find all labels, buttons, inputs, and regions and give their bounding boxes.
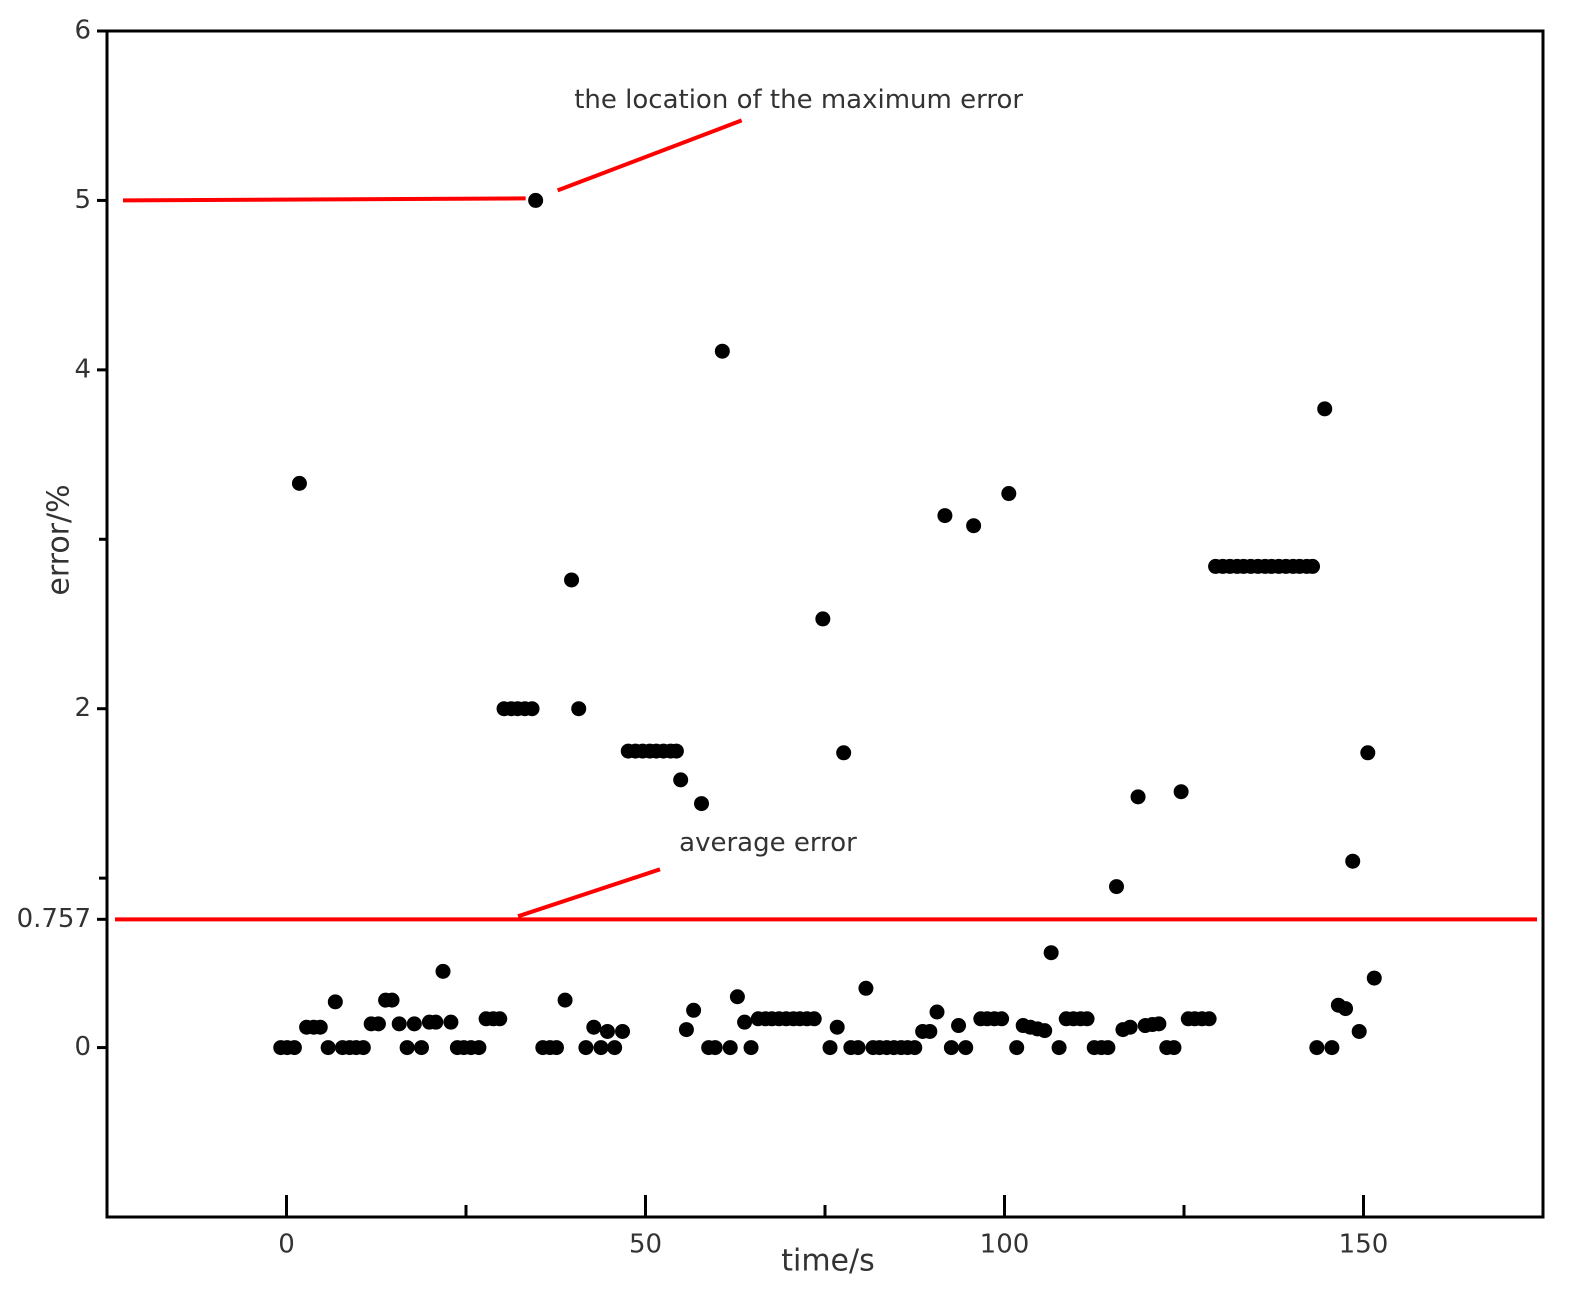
average-error-leader bbox=[517, 867, 661, 919]
data-point bbox=[615, 1023, 631, 1039]
data-point bbox=[951, 1018, 967, 1034]
data-point bbox=[399, 1040, 415, 1056]
data-point bbox=[593, 1040, 609, 1056]
data-point bbox=[994, 1011, 1010, 1027]
data-point bbox=[1173, 784, 1189, 800]
x-tick-label: 150 bbox=[1339, 1230, 1389, 1260]
data-point bbox=[607, 1040, 623, 1056]
data-point bbox=[384, 992, 400, 1008]
data-point bbox=[907, 1040, 923, 1056]
data-point bbox=[958, 1040, 974, 1056]
data-point bbox=[815, 611, 831, 627]
data-point bbox=[937, 508, 953, 524]
data-point bbox=[428, 1014, 444, 1030]
data-point bbox=[370, 1016, 386, 1032]
data-point bbox=[836, 745, 852, 761]
data-point bbox=[1201, 1011, 1217, 1027]
y-axis-label: error/% bbox=[42, 484, 77, 595]
data-point bbox=[1009, 1040, 1025, 1056]
data-point bbox=[1317, 401, 1333, 417]
data-point bbox=[1360, 745, 1376, 761]
data-point bbox=[312, 1019, 328, 1035]
data-point bbox=[291, 475, 307, 491]
data-point bbox=[327, 994, 343, 1010]
max-error-leader bbox=[556, 118, 743, 193]
y-tick-label: 6 bbox=[74, 16, 91, 46]
data-point bbox=[443, 1014, 459, 1030]
data-point bbox=[806, 1011, 822, 1027]
data-point bbox=[668, 743, 684, 759]
data-point bbox=[1338, 1001, 1354, 1017]
data-point bbox=[1305, 558, 1321, 574]
data-point bbox=[714, 343, 730, 359]
x-tick-label: 50 bbox=[629, 1230, 662, 1260]
data-point bbox=[557, 992, 573, 1008]
y-tick-label: 0 bbox=[74, 1032, 91, 1062]
data-point bbox=[578, 1040, 594, 1056]
data-point bbox=[1366, 970, 1382, 986]
data-point bbox=[599, 1023, 615, 1039]
data-point bbox=[722, 1040, 738, 1056]
data-point bbox=[694, 796, 710, 812]
data-point bbox=[1109, 879, 1125, 895]
data-point bbox=[320, 1040, 336, 1056]
data-point bbox=[524, 701, 540, 717]
data-point bbox=[1122, 1019, 1138, 1035]
data-point bbox=[1100, 1040, 1116, 1056]
max-error-annotation: the location of the maximum error bbox=[574, 85, 1023, 115]
data-point bbox=[966, 518, 982, 534]
data-point bbox=[1309, 1040, 1325, 1056]
data-point bbox=[548, 1040, 564, 1056]
data-point bbox=[850, 1040, 866, 1056]
data-point bbox=[1166, 1040, 1182, 1056]
data-point bbox=[1001, 486, 1017, 502]
max-error-line bbox=[122, 196, 526, 203]
data-point bbox=[1324, 1040, 1340, 1056]
data-point bbox=[858, 980, 874, 996]
data-point bbox=[1345, 853, 1361, 869]
data-point bbox=[286, 1040, 302, 1056]
data-point bbox=[1351, 1023, 1367, 1039]
data-point bbox=[492, 1011, 508, 1027]
data-point bbox=[1130, 789, 1146, 805]
x-axis-label: time/s bbox=[781, 1244, 875, 1279]
data-point bbox=[929, 1004, 945, 1020]
data-point bbox=[571, 701, 587, 717]
data-point bbox=[922, 1023, 938, 1039]
data-point bbox=[829, 1019, 845, 1035]
data-point bbox=[822, 1040, 838, 1056]
data-point bbox=[435, 963, 451, 979]
data-point bbox=[729, 989, 745, 1005]
data-point bbox=[564, 572, 580, 588]
data-point bbox=[528, 192, 544, 208]
data-point bbox=[413, 1040, 429, 1056]
y-tick-label: 0.757 bbox=[17, 904, 91, 934]
y-tick-label: 4 bbox=[74, 354, 91, 384]
data-point bbox=[355, 1040, 371, 1056]
data-point bbox=[678, 1022, 694, 1038]
data-point bbox=[1051, 1040, 1067, 1056]
data-point bbox=[391, 1016, 407, 1032]
data-point bbox=[1043, 945, 1059, 961]
y-tick-label: 2 bbox=[74, 693, 91, 723]
data-point bbox=[586, 1019, 602, 1035]
data-point bbox=[737, 1014, 753, 1030]
average-error-annotation: average error bbox=[679, 828, 857, 858]
data-point bbox=[1037, 1023, 1053, 1039]
data-point bbox=[707, 1040, 723, 1056]
data-point bbox=[743, 1040, 759, 1056]
data-point bbox=[673, 772, 689, 788]
x-tick-label: 0 bbox=[278, 1230, 295, 1260]
x-tick-label: 100 bbox=[980, 1230, 1030, 1260]
data-point bbox=[686, 1002, 702, 1018]
data-point bbox=[471, 1040, 487, 1056]
data-point bbox=[406, 1016, 422, 1032]
data-point bbox=[1079, 1011, 1095, 1027]
y-tick-label: 5 bbox=[74, 185, 91, 215]
data-point bbox=[1151, 1016, 1167, 1032]
data-point bbox=[943, 1040, 959, 1056]
